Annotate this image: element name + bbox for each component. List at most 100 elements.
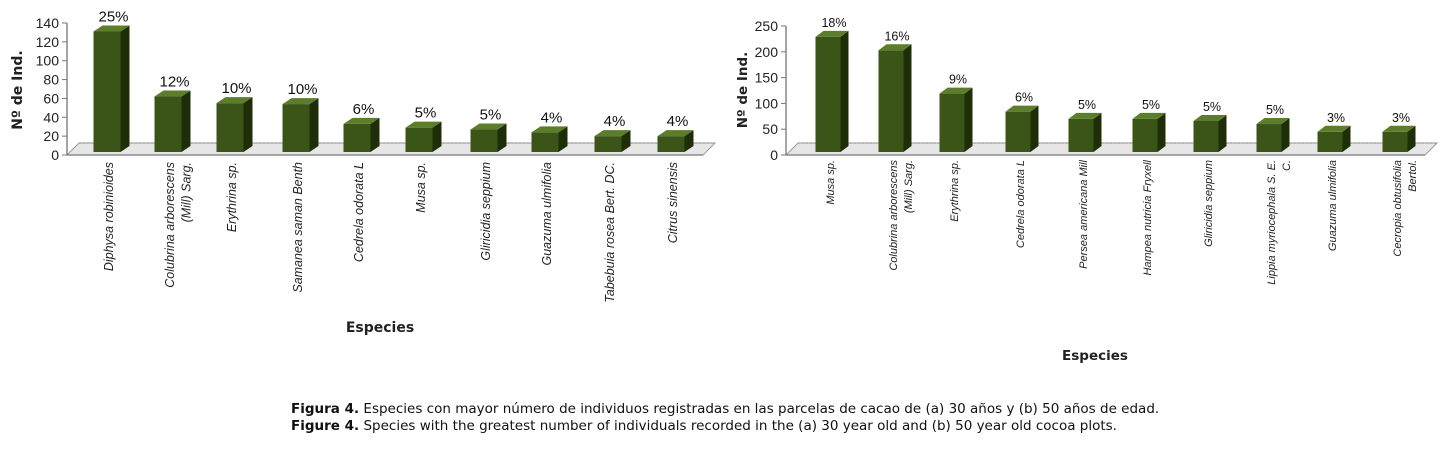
chart-b-bar-side [903, 44, 912, 152]
chart-a-category-label: Diphysa robinioides [102, 162, 116, 271]
chart-b-bar-side [964, 87, 973, 152]
chart-a-category-label-line: Erythrina sp. [225, 162, 239, 232]
chart-b-category-label: Hampea nutricia Fryxell [1142, 159, 1154, 275]
chart-b-bar-side [1281, 118, 1290, 152]
chart-b-bar-front [878, 50, 904, 152]
chart-a-data-label: 10% [221, 80, 251, 97]
chart-b-bar-top [1382, 125, 1416, 132]
chart-a-bar [470, 123, 507, 152]
chart-b-data-label: 5% [1203, 100, 1221, 114]
chart-b-bar [1005, 105, 1039, 152]
chart-b-species-50-years: 0 50 100 150 200 250 18% Musa sp. 16% Colubrina a… [735, 16, 1439, 364]
chart-b-bar-side [1093, 112, 1102, 152]
chart-b-bar-top [878, 44, 912, 51]
chart-b-y-axis-title: Nº de Ind. [735, 52, 751, 129]
chart-a-category-label-line: Colubrina arborescens [163, 162, 177, 288]
chart-b-y-tick-label: 100 [755, 95, 779, 111]
chart-b-bar [1132, 112, 1166, 152]
chart-a-y-tick-label: 80 [43, 72, 59, 88]
chart-b-y-tick-label: 200 [755, 44, 779, 60]
chart-a-bar-side [120, 25, 130, 152]
chart-b-category-label: Gliricidia seppium [1203, 160, 1215, 247]
caption-spanish-label: Figura 4. [291, 401, 360, 417]
chart-b-bar [815, 30, 849, 153]
chart-b-category-label: Musa sp. [825, 160, 837, 205]
chart-b-bar-front [1193, 120, 1219, 152]
chart-a-bar [93, 25, 130, 152]
chart-b-bar-side [1030, 105, 1039, 152]
caption-spanish-text: Especies con mayor número de individuos … [363, 401, 1160, 417]
chart-b-bar-side [840, 30, 849, 153]
chart-b-data-label: 18% [821, 16, 846, 30]
chart-a-category-label-line: Citrus sinensis [666, 162, 680, 243]
chart-b-category-label-line: Cedrela odorata L [1015, 160, 1027, 248]
chart-a-data-label: 4% [667, 113, 689, 130]
chart-b-category-label-line: C. [1281, 160, 1293, 171]
chart-b-category-label: Cecropia obtusifolia Bertol. [1392, 160, 1419, 257]
chart-b-bar-front [815, 36, 841, 152]
chart-b-y-tick-label: 50 [762, 121, 778, 137]
chart-a-bar-top [343, 117, 380, 124]
chart-a-species-30-years: 0 20 40 60 80 100 120 140 25% Diphysa robinioides… [10, 8, 717, 336]
chart-a-category-label: Cedrela odorata L [352, 162, 366, 262]
chart-a-data-label: 6% [353, 101, 375, 118]
chart-a-data-label: 10% [287, 81, 317, 98]
chart-a-bar [657, 130, 694, 152]
chart-b-bar [1193, 114, 1227, 152]
chart-a-bar-side [497, 123, 507, 152]
chart-a-bar-side [181, 90, 191, 152]
chart-a-category-label-line: Diphysa robinioides [102, 162, 116, 271]
chart-a-bar-side [558, 126, 568, 152]
chart-b-bar-front [1005, 111, 1031, 152]
chart-b-bar-front [1382, 131, 1408, 152]
chart-a-bar-top [405, 121, 442, 128]
chart-a-bar [282, 98, 319, 152]
chart-a-category-label-line: Gliricidia seppium [479, 162, 493, 261]
chart-a-bar-side [243, 97, 253, 152]
chart-b-category-label-line: (Mill) Sarg. [903, 160, 915, 213]
chart-b-data-label: 5% [1078, 98, 1096, 112]
chart-a-bar-front [531, 132, 559, 152]
chart-b-y-tick-label: 0 [770, 147, 778, 163]
chart-b-bar-front [1132, 118, 1158, 152]
chart-b-category-label-line: Colubrina arborescens [888, 160, 900, 271]
chart-b-bar-top [1317, 125, 1351, 132]
chart-b-category-label-line: Erythrina sp. [949, 160, 961, 222]
chart-a-y-tick-label: 20 [43, 128, 59, 144]
chart-b-bar-top [815, 30, 849, 37]
chart-b-bar-front [1256, 124, 1282, 152]
chart-b-bar-top [939, 87, 973, 94]
chart-a-bar [343, 117, 380, 152]
chart-a-category-label: Guazuma ulmifolia [540, 162, 554, 266]
chart-b-category-label-line: Gliricidia seppium [1203, 160, 1215, 247]
chart-b-bar-top [1068, 112, 1102, 119]
chart-a-category-label-line: Cedrela odorata L [352, 162, 366, 262]
chart-b-data-label: 9% [949, 73, 967, 87]
chart-a-x-axis-title: Especies [346, 320, 414, 336]
chart-b-bar [1068, 112, 1102, 152]
caption-english-label: Figure 4. [291, 418, 360, 434]
chart-b-category-label-line: Persea americana Mill [1078, 159, 1090, 268]
chart-b-category-label-line: Cecropia obtusifolia [1392, 160, 1404, 257]
chart-a-bar-front [405, 127, 433, 152]
chart-b-category-label-line: Guazuma ulmifolia [1327, 160, 1339, 251]
chart-a-y-tick-label: 120 [36, 34, 60, 50]
chart-a-category-label-line: Musa sp. [414, 162, 428, 213]
chart-a-bar-front [594, 136, 622, 152]
chart-b-bar-side [1157, 112, 1166, 152]
chart-a-category-label: Colubrina arborescens (Mill) Sarg. [163, 162, 194, 288]
caption-english: Figure 4. Species with the greatest numb… [291, 418, 1181, 435]
chart-a-bar-side [684, 130, 694, 152]
chart-a-data-label: 12% [159, 74, 189, 91]
chart-b-bar [939, 87, 973, 152]
chart-a-data-label: 25% [98, 8, 128, 25]
chart-b-bar-top [1256, 118, 1290, 125]
chart-a-bar-front [282, 104, 310, 152]
chart-b-category-label-line: Hampea nutricia Fryxell [1142, 159, 1154, 275]
chart-a-y-tick-label: 0 [51, 147, 59, 163]
chart-b-category-label: Lippia myriocephala S. E. C. [1266, 160, 1293, 285]
chart-a-bar [531, 126, 568, 152]
chart-a-bar-side [432, 121, 442, 152]
chart-b-bar-top [1193, 114, 1227, 121]
chart-b-category-label: Guazuma ulmifolia [1327, 160, 1339, 251]
